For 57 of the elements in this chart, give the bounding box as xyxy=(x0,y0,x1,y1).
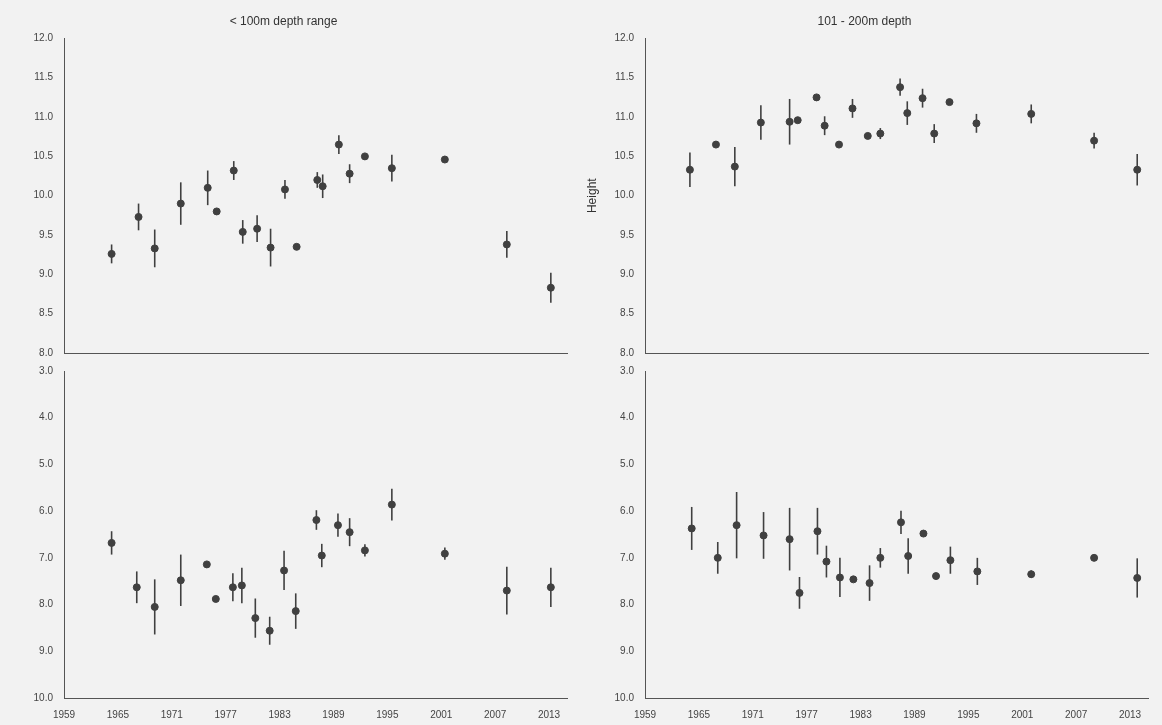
x-tick-label: 1971 xyxy=(741,708,765,720)
y-tick-label: 11.5 xyxy=(615,71,635,83)
y-axis-title: Height xyxy=(584,177,599,214)
x-tick-label: 1971 xyxy=(160,708,184,720)
y-tick-label: 11.5 xyxy=(34,71,54,83)
y-tick-label: 11.0 xyxy=(34,110,54,122)
y-tick-label: 10.0 xyxy=(614,189,635,201)
x-tick-label: 1959 xyxy=(633,708,657,720)
y-tick-label: 9.5 xyxy=(620,228,635,240)
y-tick-label: 12.0 xyxy=(614,32,635,44)
x-tick-label: 1983 xyxy=(849,708,873,720)
y-tick-label: 6.0 xyxy=(39,504,54,516)
chart-title: 101 - 200m depth xyxy=(817,13,912,28)
x-tick-label: 1995 xyxy=(957,708,980,720)
x-tick-label: 2001 xyxy=(1011,708,1034,720)
x-tick-label: 1983 xyxy=(268,708,292,720)
x-tick-label: 1965 xyxy=(687,708,711,720)
y-tick-label: 8.0 xyxy=(39,346,54,358)
x-tick-label: 1959 xyxy=(52,708,76,720)
y-tick-label: 12.0 xyxy=(33,32,54,44)
y-tick-label: 5.0 xyxy=(620,458,635,470)
y-tick-label: 9.0 xyxy=(39,645,54,657)
y-tick-label: 8.0 xyxy=(620,346,635,358)
y-tick-label: 8.0 xyxy=(39,598,54,610)
x-tick-label: 2013 xyxy=(1118,708,1142,720)
y-tick-label: 9.0 xyxy=(620,645,635,657)
y-tick-label: 4.0 xyxy=(39,411,54,423)
y-tick-label: 11.0 xyxy=(615,110,635,122)
y-tick-label: 9.5 xyxy=(39,228,54,240)
x-tick-label: 1989 xyxy=(322,708,346,720)
x-tick-label: 2007 xyxy=(484,708,507,720)
x-tick-label: 2001 xyxy=(430,708,453,720)
y-tick-label: 9.0 xyxy=(39,268,54,280)
y-tick-label: 6.0 xyxy=(620,504,635,516)
y-tick-label: 7.0 xyxy=(620,551,635,563)
x-tick-label: 1977 xyxy=(795,708,819,720)
y-tick-label: 8.5 xyxy=(39,307,54,319)
y-tick-label: 7.0 xyxy=(39,551,54,563)
y-tick-label: 3.0 xyxy=(39,364,54,376)
y-tick-label: 9.0 xyxy=(620,268,635,280)
y-tick-label: 10.0 xyxy=(33,189,54,201)
y-tick-label: 8.5 xyxy=(620,307,635,319)
y-tick-label: 10.5 xyxy=(33,150,54,162)
y-tick-label: 5.0 xyxy=(39,458,54,470)
y-tick-label: 10.0 xyxy=(33,691,54,703)
y-tick-label: 10.0 xyxy=(614,691,635,703)
x-tick-label: 2007 xyxy=(1065,708,1088,720)
x-tick-label: 2013 xyxy=(537,708,561,720)
y-tick-label: 3.0 xyxy=(620,364,635,376)
x-tick-label: 1989 xyxy=(903,708,927,720)
y-tick-label: 10.5 xyxy=(614,150,635,162)
chart-title: < 100m depth range xyxy=(229,13,338,28)
x-tick-label: 1977 xyxy=(214,708,238,720)
x-tick-label: 1965 xyxy=(106,708,130,720)
y-tick-label: 8.0 xyxy=(620,598,635,610)
y-tick-label: 4.0 xyxy=(620,411,635,423)
x-tick-label: 1995 xyxy=(376,708,399,720)
